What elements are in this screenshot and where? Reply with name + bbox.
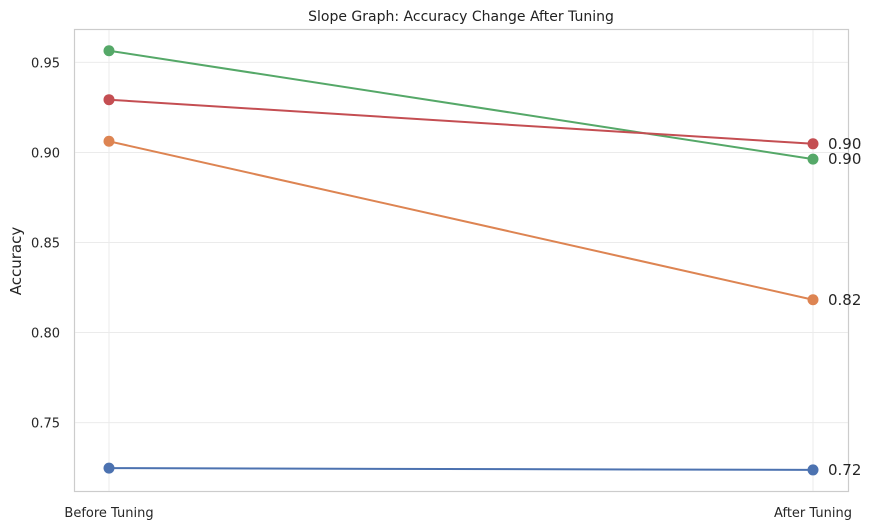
- y-axis-title: Accuracy: [7, 227, 25, 296]
- y-tick-label: 0.85: [31, 236, 60, 251]
- end-value-label: 0.90: [828, 135, 861, 153]
- series-line: [108, 98, 814, 145]
- y-axis-ticks: 0.75 0.80 0.85 0.90 0.95: [31, 56, 60, 431]
- y-tick-label: 0.80: [31, 327, 60, 342]
- data-point: [807, 464, 819, 476]
- grid-lines: [75, 30, 848, 491]
- data-point: [103, 94, 115, 106]
- y-tick-label: 0.95: [31, 56, 60, 71]
- x-tick-label: After Tuning: [774, 506, 852, 521]
- series-1: 0.90: [103, 94, 861, 153]
- end-value-label: 0.82: [828, 291, 861, 309]
- y-tick-label: 0.90: [31, 146, 60, 161]
- data-point: [807, 138, 819, 150]
- series-0: 0.90: [103, 45, 861, 168]
- series-line: [108, 140, 814, 301]
- x-tick-label: Before Tuning: [64, 506, 153, 521]
- end-value-label: 0.72: [828, 461, 861, 479]
- series-2: 0.82: [103, 135, 861, 309]
- data-point: [807, 294, 819, 306]
- series-3: 0.72: [103, 461, 861, 479]
- chart-title: Slope Graph: Accuracy Change After Tunin…: [308, 9, 614, 25]
- data-point: [103, 462, 115, 474]
- series-line: [108, 49, 814, 161]
- y-tick-label: 0.75: [31, 417, 60, 432]
- series-line: [108, 467, 814, 471]
- data-point: [807, 153, 819, 165]
- data-point: [103, 135, 115, 147]
- series-group: 0.900.90 0.82 0.72: [103, 45, 861, 479]
- x-axis-ticks: Before Tuning After Tuning: [64, 506, 852, 521]
- data-point: [103, 45, 115, 57]
- end-value-label: 0.90: [828, 150, 861, 168]
